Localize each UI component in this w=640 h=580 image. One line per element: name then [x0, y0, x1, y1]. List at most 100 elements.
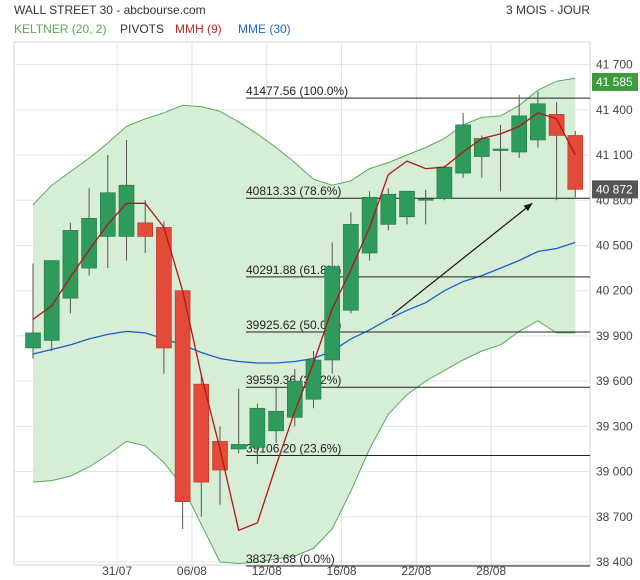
y-tick-label-6: 39 900	[596, 329, 633, 343]
candle-body-26	[511, 115, 528, 153]
y-tick-label-8: 39 300	[596, 419, 633, 433]
candle-25	[492, 124, 509, 192]
plot-frame	[13, 41, 591, 566]
mme-line	[32, 241, 576, 364]
y-tick-label-7: 39 600	[596, 374, 633, 388]
keltner-upper-line	[32, 77, 576, 206]
candle-body-2	[62, 230, 79, 299]
candle-16	[324, 242, 341, 374]
candle-body-27	[530, 103, 546, 141]
x-axis: 31/07 06/08 12/08 16/08 22/08 28/08	[102, 564, 506, 578]
candle-17	[343, 212, 359, 314]
chart-title: WALL STREET 30 - abcbourse.com	[14, 3, 206, 17]
x-tick-label-0: 31/07	[102, 564, 132, 578]
x-tick-label-3: 16/08	[327, 564, 357, 578]
candle-12	[249, 403, 266, 465]
x-tick-label-2: 12/08	[252, 564, 282, 578]
y-tick-label-2: 41 100	[596, 148, 633, 162]
badge-label-keltner-upper: 41 585	[596, 75, 633, 89]
candle-19	[380, 188, 397, 231]
candle-body-22	[436, 166, 453, 200]
candle-11	[230, 388, 247, 454]
candle-body-4	[100, 192, 116, 237]
y-tick-label-0: 41 700	[596, 58, 633, 72]
candle-22	[436, 165, 453, 201]
candle-body-13	[268, 410, 284, 432]
candle-4	[100, 155, 116, 269]
fib-label-6: 38373.68 (0.0%)	[246, 552, 335, 566]
candle-body-18	[361, 196, 378, 254]
candle-body-11	[230, 444, 247, 450]
candle-8	[174, 290, 191, 529]
candle-body-23	[455, 124, 471, 174]
keltner-fill	[33, 78, 576, 564]
candle-body-21	[417, 198, 434, 201]
candle-body-15	[305, 359, 322, 400]
fib-label-0: 41477.56 (100.0%)	[246, 84, 348, 98]
legend-mmh: MMH (9)	[175, 22, 222, 36]
fibonacci-levels: 41477.56 (100.0%) 40813.33 (78.6%) 40291.8…	[246, 84, 590, 567]
y-tick-label-10: 38 700	[596, 510, 633, 524]
candle-body-24	[473, 138, 490, 157]
candle-15	[305, 350, 322, 409]
candle-body-0	[25, 332, 41, 349]
price-badges: 41 585 40 872	[592, 72, 638, 199]
fib-label-1: 40813.33 (78.6%)	[246, 184, 341, 198]
candle-body-6	[137, 222, 153, 237]
x-tick-label-4: 22/08	[401, 564, 431, 578]
legend-mme: MME (30)	[238, 22, 291, 36]
y-tick-label-4: 40 500	[596, 238, 633, 252]
keltner-band	[32, 77, 576, 565]
badge-last-close	[592, 180, 638, 199]
x-tick-label-1: 06/08	[177, 564, 207, 578]
badge-keltner-upper	[592, 72, 638, 91]
trend-arrow-line	[391, 202, 533, 316]
legend-keltner: KELTNER (20, 2)	[14, 22, 106, 36]
candle-body-16	[324, 266, 341, 361]
trend-arrow-head	[523, 203, 533, 212]
candle-0	[25, 263, 41, 359]
badge-label-last-close: 40 872	[596, 182, 633, 196]
y-tick-label-9: 39 000	[596, 465, 633, 479]
candle-body-19	[380, 193, 397, 225]
y-tick-label-1: 41 400	[596, 103, 633, 117]
y-tick-label-5: 40 200	[596, 284, 633, 298]
mmh-line	[32, 112, 576, 532]
candle-body-1	[43, 260, 60, 341]
candle-9	[193, 375, 210, 517]
mme-line-group	[32, 241, 576, 364]
candle-29	[567, 130, 584, 198]
mmh-line-group	[32, 112, 576, 532]
candle-body-17	[343, 224, 359, 311]
candle-23	[455, 112, 471, 178]
candle-body-10	[212, 441, 228, 471]
candle-body-12	[249, 407, 266, 448]
candle-body-8	[174, 290, 191, 502]
candle-body-14	[286, 380, 303, 418]
candle-14	[286, 369, 303, 427]
candle-body-25	[492, 148, 509, 151]
period-label: 3 MOIS - JOUR	[506, 3, 590, 17]
candle-27	[530, 91, 546, 148]
fib-label-2: 40291.88 (61.8%)	[246, 263, 341, 277]
fib-label-3: 39925.62 (50.0%)	[246, 318, 341, 332]
fib-label-5: 39106.20 (23.6%)	[246, 442, 341, 456]
candle-5	[118, 139, 135, 261]
candle-body-5	[118, 184, 135, 237]
candles	[25, 91, 584, 529]
candle-26	[511, 94, 528, 159]
candle-2	[62, 222, 79, 314]
candle-body-9	[193, 383, 210, 483]
y-tick-label-11: 38 400	[596, 555, 633, 569]
x-tick-label-5: 28/08	[476, 564, 506, 578]
candle-body-28	[548, 114, 565, 136]
keltner-lower-line	[32, 320, 576, 565]
candle-20	[399, 190, 415, 225]
candle-13	[268, 387, 284, 443]
candle-21	[417, 189, 434, 225]
trend-arrow-group	[391, 202, 533, 316]
candle-body-20	[399, 190, 415, 218]
legend-pivots: PIVOTS	[120, 22, 164, 36]
